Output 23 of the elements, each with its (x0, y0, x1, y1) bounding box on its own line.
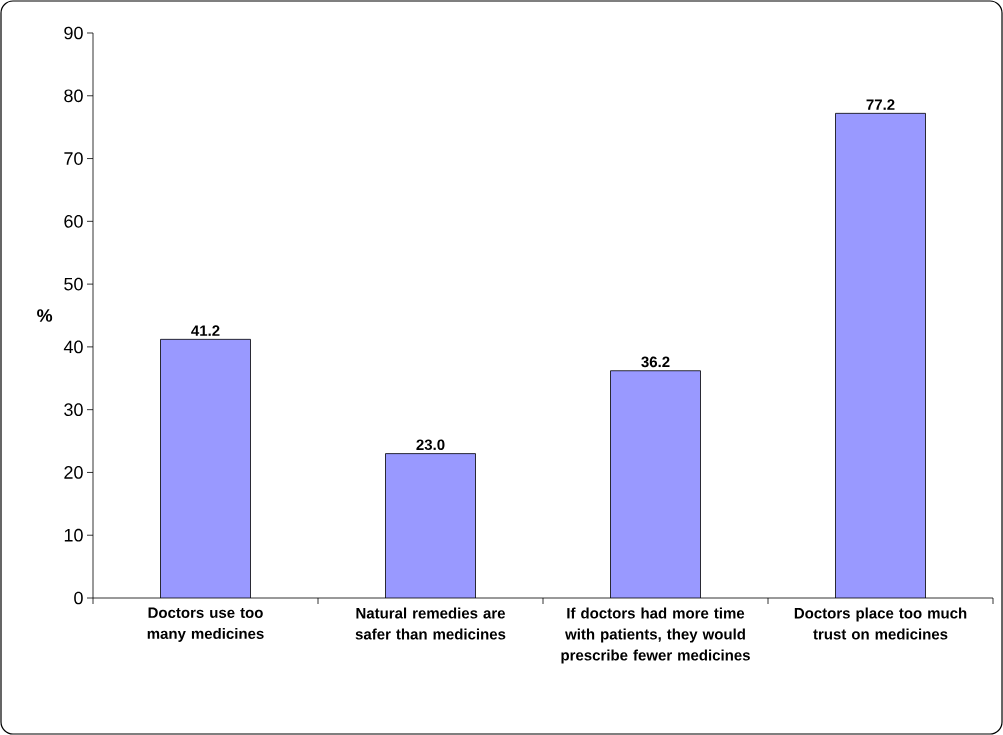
data-label: 36.2 (641, 356, 670, 368)
y-tick-label: 0 (74, 591, 83, 605)
y-axis-title: % (37, 309, 53, 322)
bar (835, 112, 926, 598)
y-tick-label: 90 (64, 26, 83, 40)
data-label: 77.2 (866, 99, 895, 110)
y-tick-label: 10 (64, 528, 83, 542)
y-tick-label: 50 (64, 277, 83, 291)
bar (610, 370, 701, 598)
y-tick-label: 40 (63, 340, 83, 354)
y-tick-label: 80 (64, 89, 83, 103)
x-tick-label: Doctors place too much trust on medicines (794, 607, 967, 640)
x-tick-label: If doctors had more time with patients, they would prescribe fewer medicines (561, 607, 750, 664)
data-label: 41.2 (191, 325, 220, 336)
y-tick-label: 60 (64, 214, 83, 228)
bar (385, 453, 476, 598)
y-tick-label: 20 (64, 466, 83, 479)
y-tick-label: 30 (64, 403, 83, 417)
bar (160, 339, 251, 598)
y-tick-label: 70 (64, 152, 83, 165)
x-tick-label: Natural remedies are safer than medicines (355, 607, 506, 640)
data-label: 23.0 (416, 439, 445, 451)
x-tick-label: Doctors use too many medicines (147, 607, 264, 642)
